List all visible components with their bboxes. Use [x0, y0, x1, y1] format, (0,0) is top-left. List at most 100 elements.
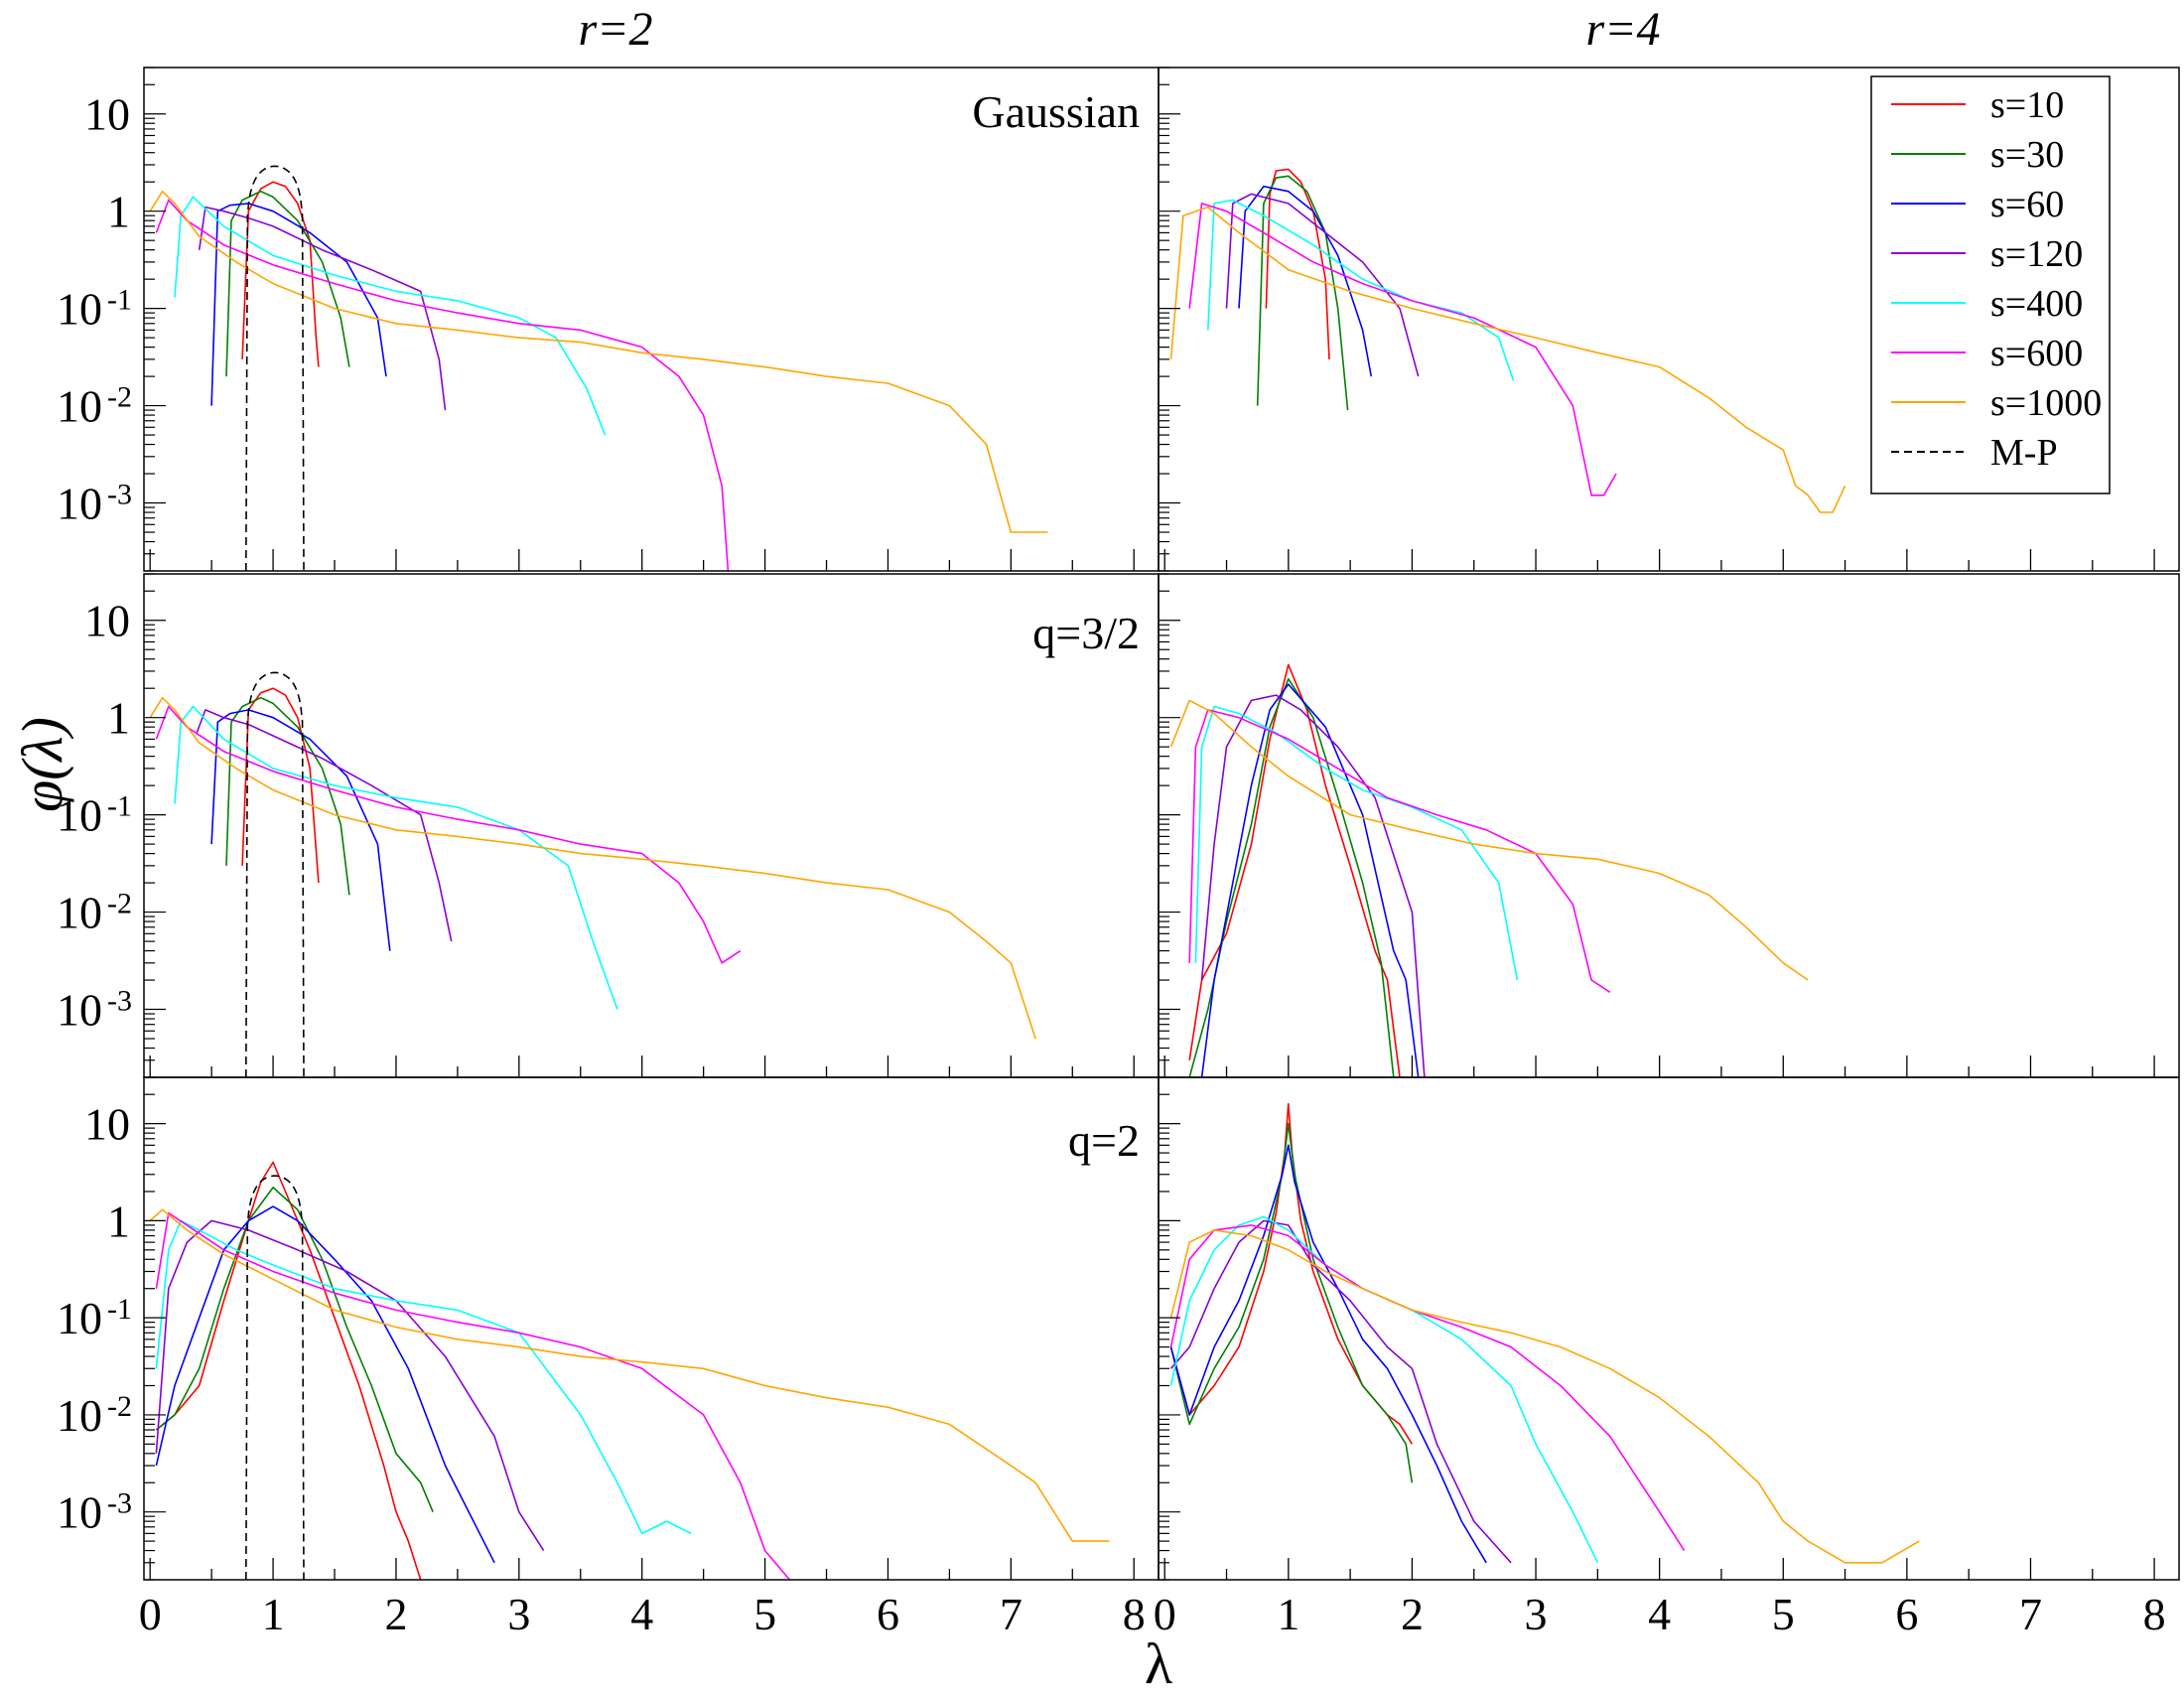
series-line-s30 — [225, 696, 350, 896]
series-group — [1169, 1102, 1920, 1564]
x-tick-label: 4 — [1648, 1589, 1671, 1639]
legend: s=10 s=30 s=60 s=120 s=400 s=600 s=1000 — [1870, 75, 2111, 494]
legend-label: s=1000 — [1990, 382, 2102, 424]
panel-frame — [1158, 67, 2180, 572]
series-group — [149, 165, 1048, 571]
y-tick-label: 10 — [84, 596, 130, 646]
series-line-mp — [245, 671, 305, 1077]
series-line-s10 — [241, 687, 320, 884]
legend-entry: s=400 — [1891, 283, 2083, 325]
series-line-s120 — [1200, 694, 1426, 1077]
y-tick-label: 1 — [107, 187, 130, 237]
series-line-s1000 — [1169, 206, 1846, 513]
series-line-s1000 — [149, 696, 1036, 1040]
legend-label: s=10 — [1990, 84, 2064, 126]
legend-entry: s=120 — [1891, 233, 2083, 275]
x-tick-label: 3 — [1525, 1589, 1548, 1639]
y-tick-label: 10 — [57, 1390, 102, 1441]
legend-entry: s=1000 — [1891, 382, 2102, 424]
series-line-s30 — [1256, 175, 1349, 411]
series-line-s400 — [174, 705, 618, 1010]
y-tick-label: 10 — [57, 479, 102, 529]
y-tick-label: 10 — [57, 888, 102, 938]
legend-label: s=120 — [1990, 233, 2083, 275]
series-line-s600 — [155, 1211, 791, 1580]
legend-entry: M-P — [1891, 432, 2058, 474]
x-tick-label: 5 — [1772, 1589, 1795, 1639]
legend-entry: s=10 — [1891, 84, 2064, 126]
y-tick-label: 10 — [57, 790, 102, 841]
x-tick-label: 6 — [1895, 1589, 1918, 1639]
series-line-s60 — [1169, 1144, 1487, 1564]
series-group — [149, 1161, 1110, 1580]
series-group — [1169, 663, 1809, 1077]
series-line-s1000 — [1169, 1229, 1920, 1564]
row-label-q-2: q=2 — [1068, 1115, 1140, 1166]
x-tick-label: 8 — [2143, 1589, 2166, 1639]
y-tick-label: 10 — [57, 1293, 102, 1343]
x-tick-label: 5 — [753, 1589, 776, 1639]
legend-entry: s=600 — [1891, 333, 2083, 374]
legend-entry: s=60 — [1891, 184, 2064, 225]
series-line-s10 — [241, 181, 320, 367]
series-line-s400 — [1194, 705, 1519, 981]
y-axis-title: φ(λ) — [10, 717, 74, 812]
series-line-s600 — [155, 199, 730, 571]
series-line-mp — [245, 1175, 305, 1580]
x-tick-label: 3 — [507, 1589, 530, 1639]
y-tick-exponent: -2 — [107, 888, 132, 920]
y-tick-exponent: -1 — [107, 284, 132, 317]
col-title-left: r=2 — [578, 3, 652, 56]
series-group — [149, 671, 1036, 1077]
x-tick-label: 0 — [139, 1589, 162, 1639]
series-line-s30 — [1169, 1122, 1414, 1483]
y-tick-label: 10 — [84, 1099, 130, 1150]
x-tick-label: 4 — [630, 1589, 653, 1639]
series-line-s1000 — [1169, 699, 1809, 981]
y-tick-exponent: -3 — [107, 985, 132, 1018]
y-tick-label: 10 — [57, 284, 102, 335]
y-tick-exponent: -2 — [107, 381, 132, 414]
x-tick-label: 7 — [2019, 1589, 2042, 1639]
legend-box — [1870, 75, 2111, 494]
series-line-s120 — [155, 1219, 545, 1552]
x-axis-title: λ — [1145, 1631, 1172, 1688]
series-line-s10 — [155, 1161, 422, 1580]
y-tick-label: 1 — [107, 1196, 130, 1246]
series-line-s60 — [1200, 683, 1420, 1077]
y-tick-exponent: -3 — [107, 1487, 132, 1520]
series-line-s600 — [1188, 203, 1617, 496]
legend-entry: s=30 — [1891, 134, 2064, 176]
y-tick-exponent: -2 — [107, 1390, 132, 1423]
series-line-s60 — [155, 1205, 495, 1564]
col-title-right: r=4 — [1585, 3, 1660, 56]
x-tick-label: 0 — [1154, 1589, 1176, 1639]
x-tick-label: 1 — [1277, 1589, 1299, 1639]
series-line-s1000 — [149, 1208, 1110, 1542]
y-tick-exponent: -1 — [107, 1293, 132, 1326]
y-tick-label: 10 — [57, 381, 102, 432]
y-tick-label: 10 — [57, 985, 102, 1036]
legend-label: s=30 — [1990, 134, 2064, 176]
series-line-mp — [245, 165, 305, 571]
series-line-s60 — [210, 709, 391, 951]
y-tick-label: 1 — [107, 693, 130, 744]
x-tick-label: 2 — [1401, 1589, 1424, 1639]
x-tick-label: 7 — [1000, 1589, 1023, 1639]
y-tick-exponent: -3 — [107, 479, 132, 511]
x-tick-label: 6 — [877, 1589, 899, 1639]
series-line-s60 — [210, 203, 387, 406]
x-tick-label: 8 — [1123, 1589, 1146, 1639]
series-group — [1169, 168, 1846, 513]
series-line-s120 — [198, 206, 447, 411]
row-label-gaussian: Gaussian — [972, 86, 1140, 137]
series-line-s400 — [174, 196, 607, 436]
series-line-s400 — [155, 1219, 692, 1535]
legend-label: M-P — [1990, 432, 2058, 474]
legend-label: s=60 — [1990, 184, 2064, 225]
